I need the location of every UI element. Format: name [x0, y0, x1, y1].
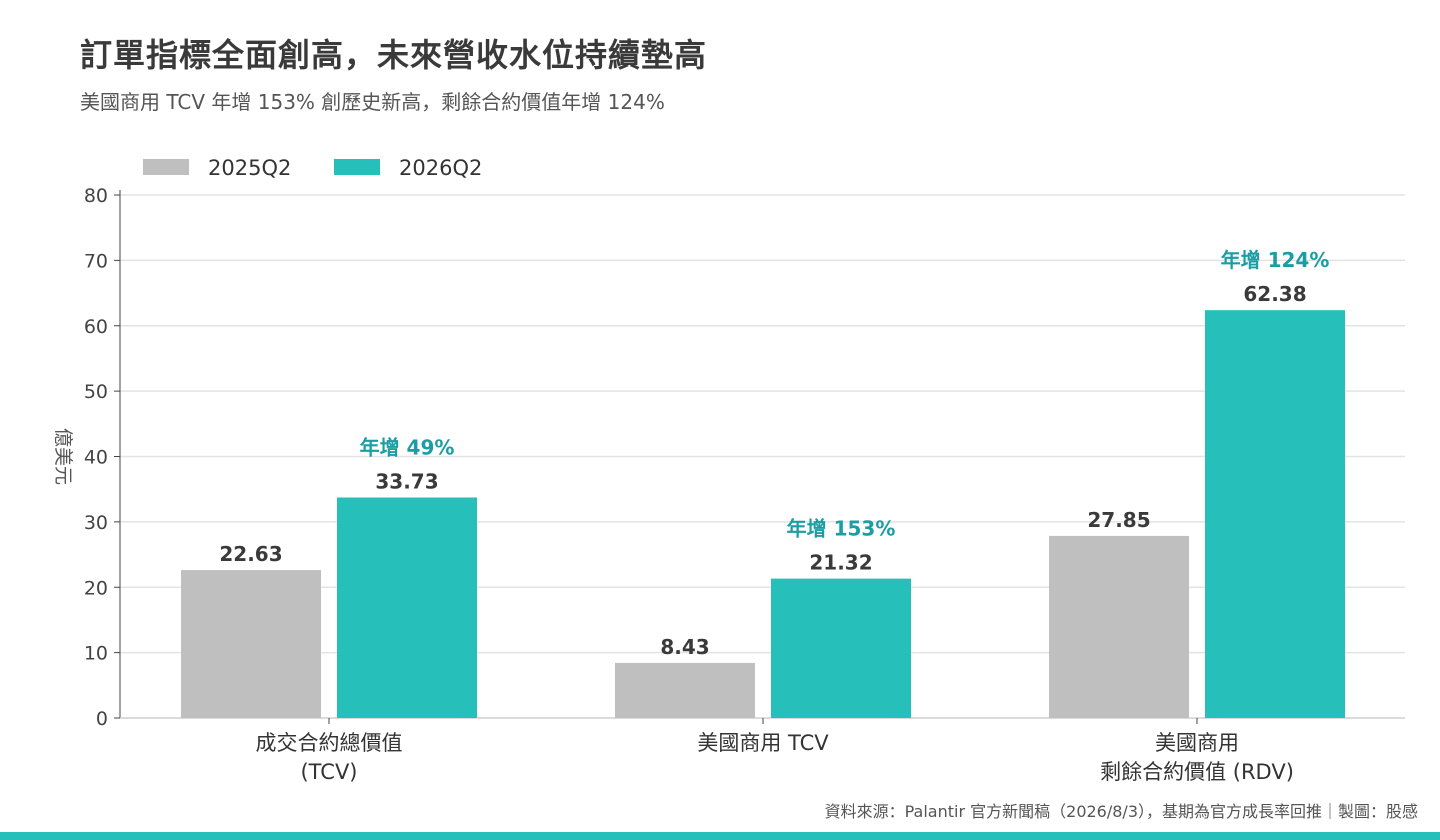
y-tick-label: 20: [84, 577, 108, 599]
bottom-accent-bar: [0, 832, 1440, 840]
bar-2026q2-2: [1205, 310, 1345, 718]
y-tick-label: 0: [96, 708, 108, 730]
y-tick-label: 40: [84, 447, 108, 469]
data-label: 27.85: [1087, 508, 1150, 532]
growth-annotation: 年增 124%: [1221, 248, 1330, 272]
y-tick-label: 10: [84, 643, 108, 665]
data-labels: 22.63 33.73 年增 49% 8.43 21.32 年增 153% 27.85 62.…: [219, 248, 1329, 659]
bar-2025q2-0: [181, 570, 321, 718]
x-tick-label: 美國商用: [1155, 731, 1239, 755]
x-tick-label: 美國商用 TCV: [697, 731, 829, 755]
y-tick-label: 30: [84, 512, 108, 534]
x-tick-label: 成交合約總價值: [256, 731, 403, 755]
x-tick-label: (TCV): [300, 760, 357, 784]
y-tick-label: 70: [84, 250, 108, 272]
x-tick-label: 剩餘合約價值 (RDV): [1100, 760, 1294, 784]
bar-2026q2-1: [771, 578, 911, 718]
legend-label-2025q2: 2025Q2: [208, 156, 291, 180]
growth-annotation: 年增 153%: [787, 517, 896, 541]
data-label: 22.63: [219, 542, 282, 566]
bar-2026q2-0: [337, 497, 477, 718]
y-tick-label: 50: [84, 381, 108, 403]
source-note: 資料來源：Palantir 官方新聞稿（2026/8/3），基期為官方成長率回推…: [824, 802, 1418, 821]
data-label: 8.43: [660, 635, 709, 659]
legend-swatch-2025q2: [143, 159, 189, 175]
bars: [181, 310, 1345, 718]
bar-2025q2-2: [1049, 535, 1189, 718]
gridlines: [120, 194, 1405, 654]
data-label: 21.32: [809, 551, 872, 575]
y-axis-label: 億美元: [52, 428, 74, 485]
chart-subtitle: 美國商用 TCV 年增 153% 創歷史新高，剩餘合約價值年增 124%: [80, 90, 665, 114]
bar-2025q2-1: [615, 662, 755, 718]
y-tick-label: 60: [84, 316, 108, 338]
y-tick-label: 80: [84, 185, 108, 207]
growth-annotation: 年增 49%: [360, 435, 455, 459]
legend: 2025Q2 2026Q2: [143, 156, 482, 180]
legend-swatch-2026q2: [334, 159, 380, 175]
data-label: 62.38: [1243, 282, 1306, 306]
chart-title: 訂單指標全面創高，未來營收水位持續墊高: [80, 36, 708, 74]
legend-label-2026q2: 2026Q2: [399, 156, 482, 180]
data-label: 33.73: [375, 469, 438, 493]
